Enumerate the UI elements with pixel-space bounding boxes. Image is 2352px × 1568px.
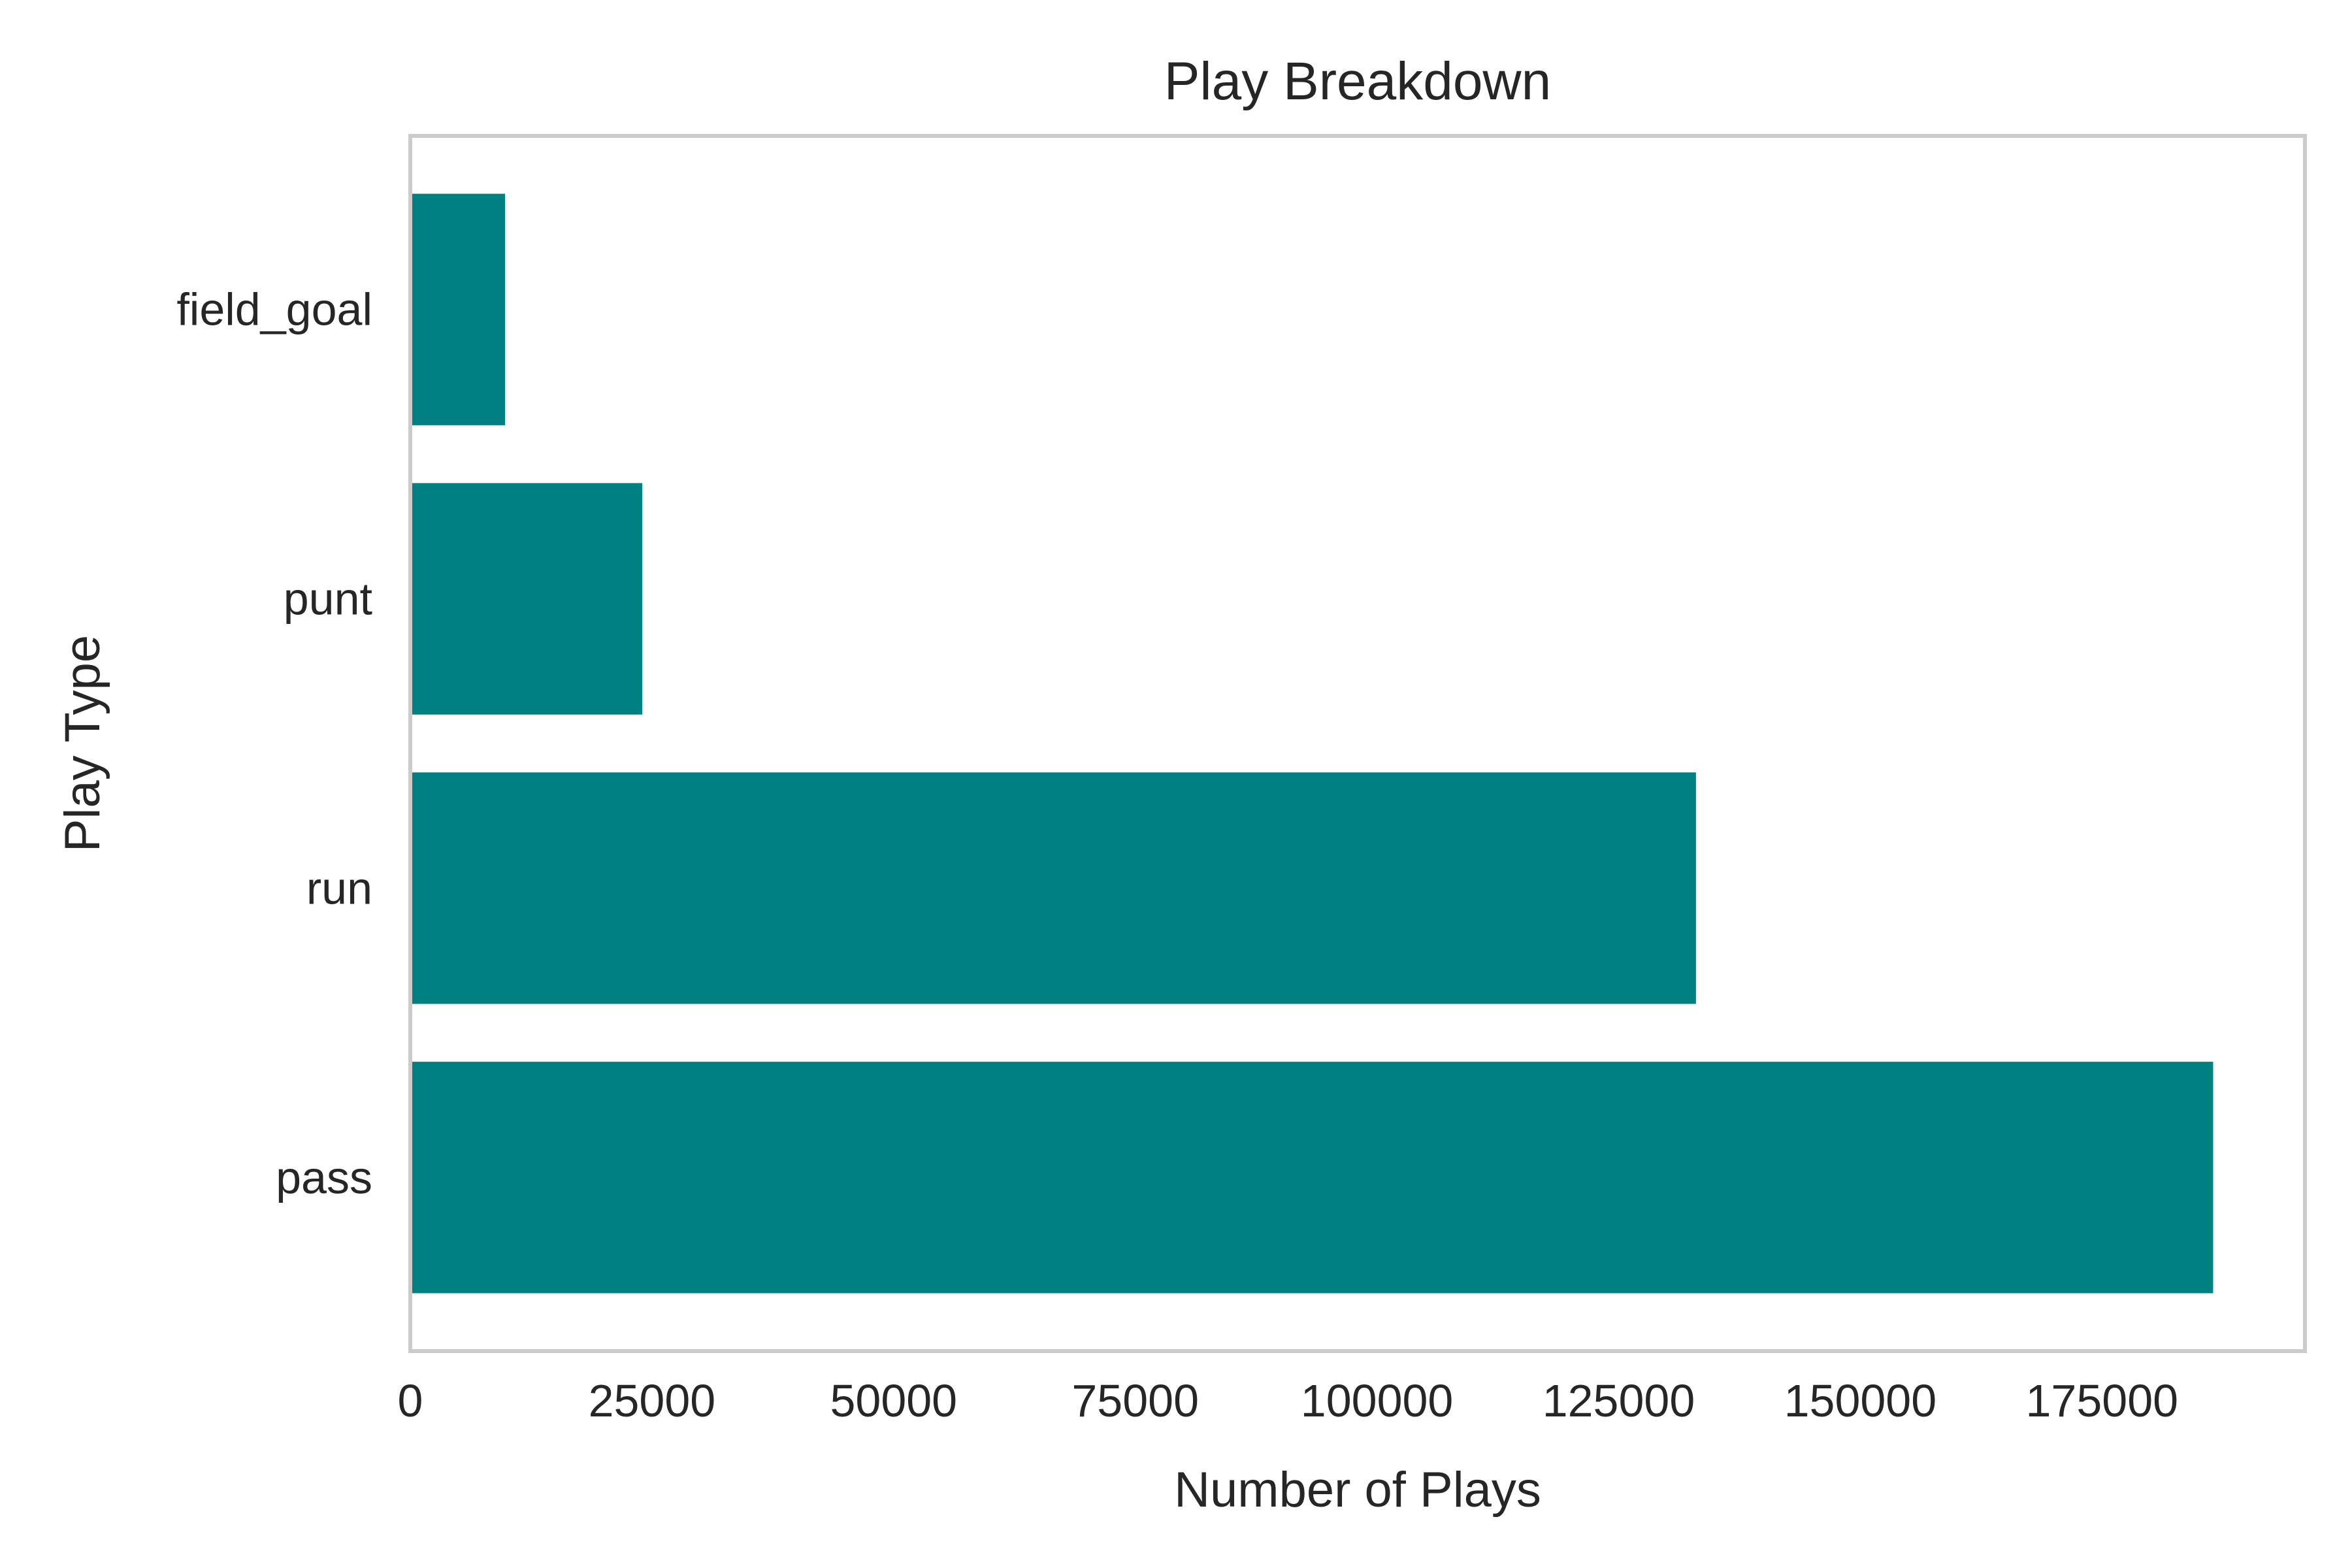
bar-run: [410, 772, 1696, 1004]
y-tick-labels: pass run punt field_goal: [176, 284, 372, 1203]
x-tick-label-75000: 75000: [1071, 1375, 1199, 1426]
x-tick-label-100000: 100000: [1301, 1375, 1454, 1426]
bar-pass: [410, 1062, 2213, 1294]
bar-field-goal: [410, 193, 505, 425]
plot-frame: [408, 134, 2307, 1353]
x-tick-label-25000: 25000: [589, 1375, 716, 1426]
bars-group: [410, 193, 2213, 1294]
x-tick-label-175000: 175000: [2025, 1375, 2178, 1426]
x-tick-label-0: 0: [398, 1375, 423, 1426]
y-tick-label-run: run: [306, 862, 372, 913]
y-tick-label-pass: pass: [276, 1152, 372, 1203]
x-tick-label-125000: 125000: [1543, 1375, 1695, 1426]
bar-punt: [410, 483, 643, 715]
chart-title: Play Breakdown: [1164, 52, 1552, 111]
x-tick-labels: 0 25000 50000 75000 100000 125000 150000 175000: [398, 1375, 2179, 1426]
x-axis-label: Number of Plays: [1174, 1462, 1541, 1518]
x-tick-label-50000: 50000: [830, 1375, 957, 1426]
y-axis-label: Play Type: [55, 635, 110, 852]
x-tick-label-150000: 150000: [1784, 1375, 1937, 1426]
y-tick-label-punt: punt: [284, 574, 372, 625]
y-tick-label-field-goal: field_goal: [176, 284, 372, 335]
